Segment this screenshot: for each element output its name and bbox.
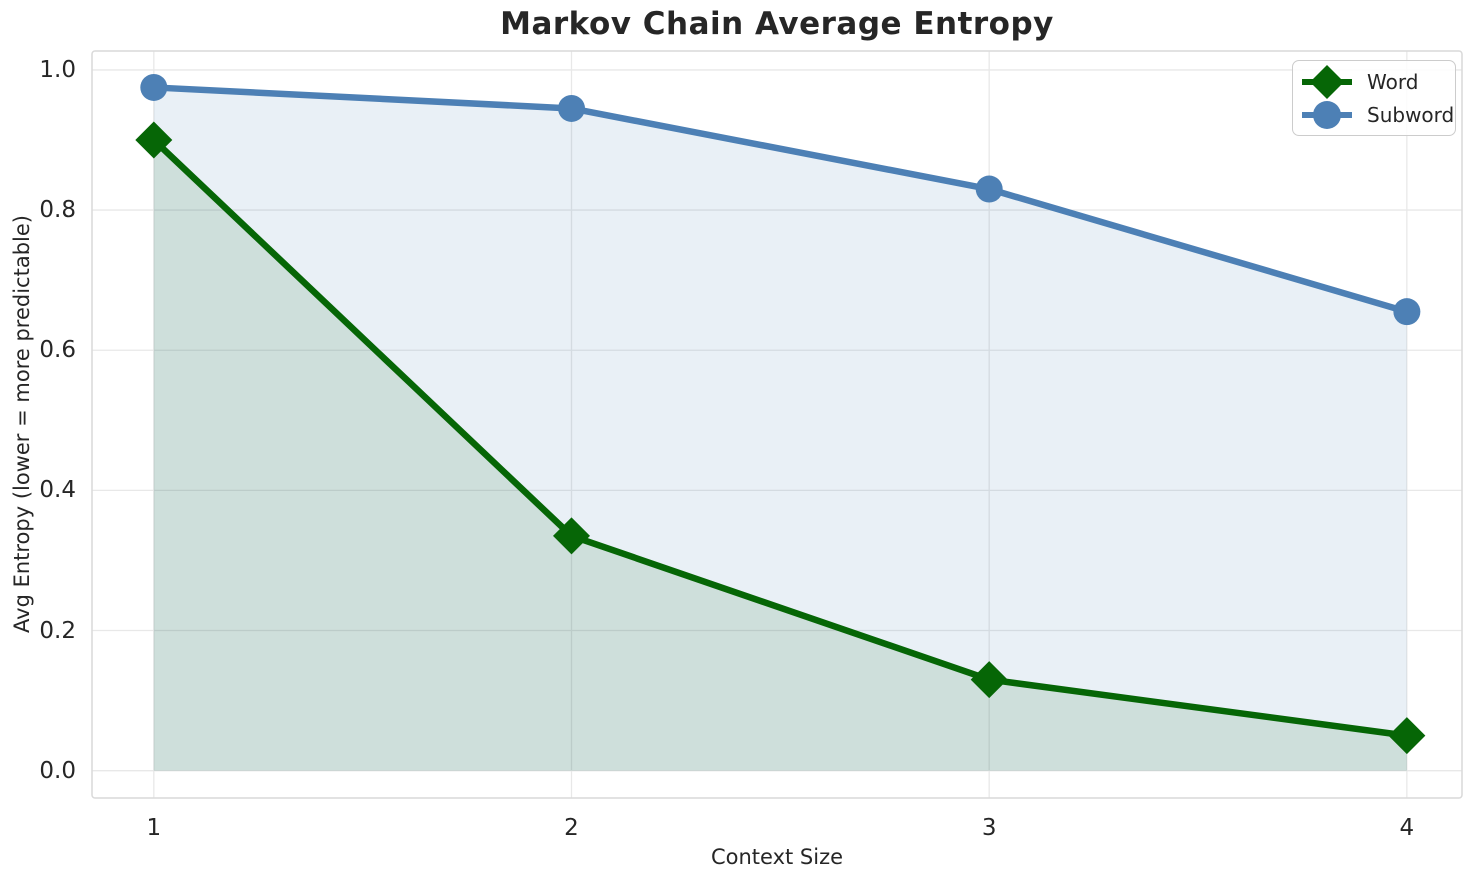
subword-line <box>150 84 1411 315</box>
chart-title: Markov Chain Average Entropy <box>500 6 1054 42</box>
legend-item-word: Word <box>1301 64 1447 99</box>
subword-marker <box>558 94 585 122</box>
subword-area <box>153 87 1407 771</box>
x-tick-label: 3 <box>981 815 997 841</box>
x-tick-label: 4 <box>1399 815 1415 841</box>
x-axis-label: Context Size <box>710 845 844 869</box>
word-marker <box>553 517 590 555</box>
word-area <box>153 139 1407 771</box>
word-marker <box>1388 717 1426 755</box>
y-tick-label: 0.4 <box>39 477 76 504</box>
subword-legend-marker-icon <box>1302 100 1352 129</box>
y-tick-label: 1.0 <box>39 56 76 83</box>
word-line <box>150 136 1411 739</box>
word-marker <box>970 661 1008 699</box>
y-tick-label: 0.0 <box>39 757 76 784</box>
subword-marker <box>975 175 1003 203</box>
legend: Word Subword <box>1292 60 1456 136</box>
plot-border <box>91 50 1463 799</box>
x-tick-label: 1 <box>146 815 162 841</box>
legend-label-subword: Subword <box>1367 102 1455 127</box>
y-axis-label: Avg Entropy (lower = more predictable) <box>10 215 34 633</box>
y-tick-label: 0.2 <box>39 617 76 644</box>
subword-marker <box>1393 298 1421 326</box>
y-tick-label: 0.8 <box>39 197 76 224</box>
subword-marker <box>140 73 168 101</box>
x-tick-label: 2 <box>564 815 579 841</box>
word-legend-marker-icon <box>1302 64 1352 99</box>
legend-item-subword: Subword <box>1301 98 1454 131</box>
y-tick-label: 0.6 <box>39 337 76 364</box>
word-marker <box>135 121 173 159</box>
legend-label-word: Word <box>1367 69 1419 94</box>
